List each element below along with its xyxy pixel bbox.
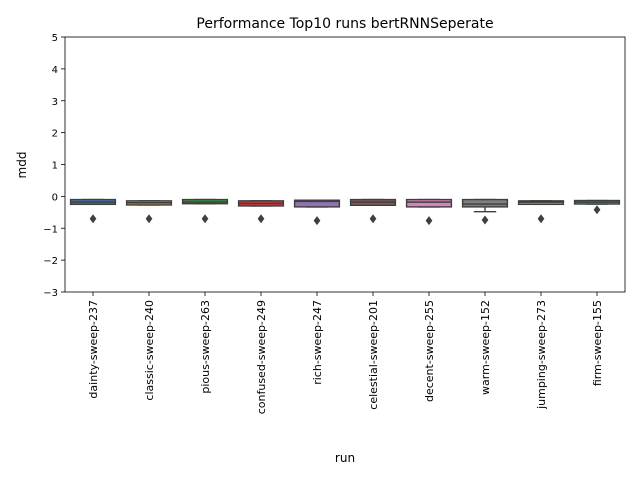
box-group bbox=[405, 198, 453, 226]
plot-frame bbox=[64, 36, 626, 293]
x-tick-label: warm-sweep-152 bbox=[479, 300, 492, 395]
box-group bbox=[181, 198, 229, 224]
y-tick-label: 5 bbox=[52, 33, 58, 44]
y-tick-label: 0 bbox=[52, 192, 58, 203]
x-tick-label: decent-sweep-255 bbox=[423, 300, 436, 402]
box-iqr bbox=[461, 198, 509, 208]
y-tick-label: 1 bbox=[52, 161, 58, 172]
outlier-point bbox=[145, 214, 153, 224]
box-group bbox=[125, 200, 173, 224]
outlier-point bbox=[313, 216, 321, 226]
x-tick-label: celestial-sweep-201 bbox=[367, 300, 380, 410]
y-tick-label: −1 bbox=[43, 224, 58, 235]
box-group bbox=[69, 198, 117, 224]
outlier-point bbox=[89, 214, 97, 224]
x-tick-label: classic-sweep-240 bbox=[143, 300, 156, 401]
y-axis-label: mdd bbox=[15, 152, 29, 179]
y-tick-label: 2 bbox=[52, 129, 58, 140]
boxes-layer bbox=[69, 198, 621, 226]
x-tick-label: firm-sweep-155 bbox=[591, 300, 604, 386]
x-tick-label: confused-sweep-249 bbox=[255, 300, 268, 414]
outlier-point bbox=[257, 214, 265, 224]
x-axis-label: run bbox=[335, 451, 355, 465]
x-tick-label: pious-sweep-263 bbox=[199, 300, 212, 394]
outlier-point bbox=[537, 214, 545, 224]
outlier-point bbox=[369, 214, 377, 224]
box-group bbox=[517, 200, 565, 224]
y-tick-label: 4 bbox=[52, 65, 58, 76]
x-axis: dainty-sweep-237 classic-sweep-240 pious-s… bbox=[87, 292, 604, 414]
y-axis: −3 −2 −1 0 1 2 3 4 5 bbox=[43, 33, 65, 299]
box-iqr bbox=[405, 198, 453, 208]
outlier-point bbox=[481, 215, 489, 225]
y-tick-label: −2 bbox=[43, 256, 58, 267]
y-tick-label: −3 bbox=[43, 288, 58, 299]
box-group bbox=[293, 199, 341, 226]
box-group bbox=[573, 199, 621, 215]
x-tick-label: dainty-sweep-237 bbox=[87, 300, 100, 399]
chart-title: Performance Top10 runs bertRNNSeperate bbox=[196, 16, 493, 32]
box-group bbox=[237, 200, 285, 224]
box-group bbox=[461, 198, 509, 225]
outlier-point bbox=[201, 214, 209, 224]
outlier-point bbox=[425, 216, 433, 226]
box-group bbox=[349, 198, 397, 224]
y-tick-label: 3 bbox=[52, 97, 58, 108]
x-tick-label: jumping-sweep-273 bbox=[535, 300, 548, 410]
outlier-point bbox=[593, 205, 601, 215]
box-iqr bbox=[293, 199, 341, 208]
x-tick-label: rich-sweep-247 bbox=[311, 300, 324, 385]
